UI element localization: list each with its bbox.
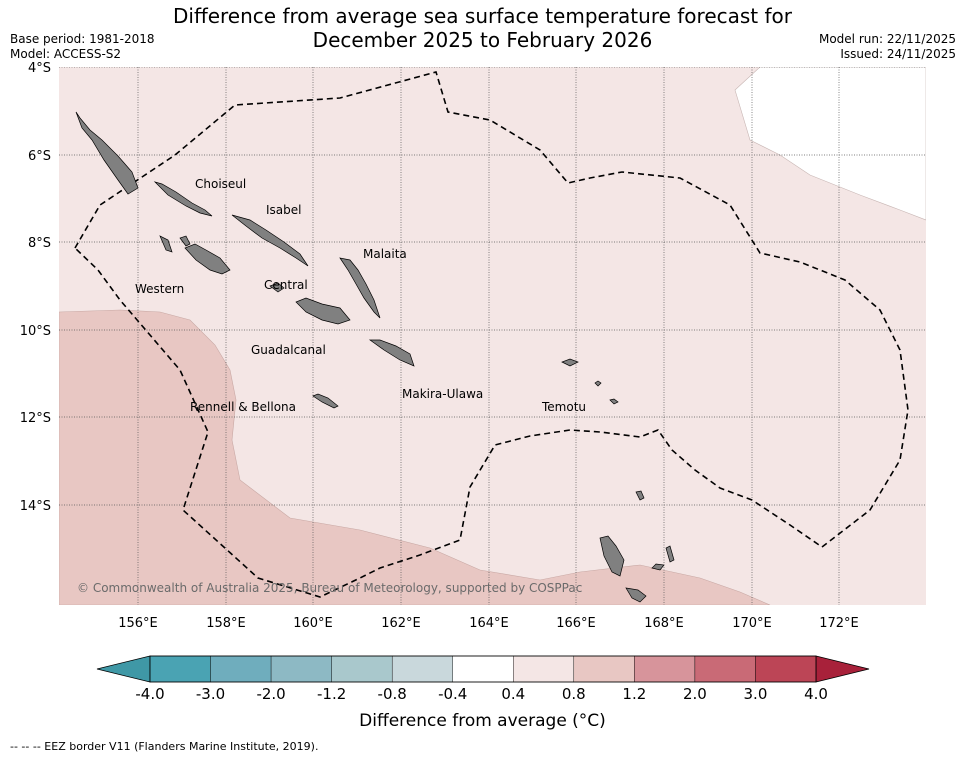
colorbar-tick-labels: -4.0 -3.0 -2.0 -1.2 -0.8 -0.4 0.4 0.8 1.2 2.0 3.0 4…	[135, 685, 828, 703]
colorbar-tick-label: 2.0	[683, 685, 707, 703]
colorbar-tick-label: -2.0	[256, 685, 285, 703]
colorbar-segment	[210, 655, 272, 683]
island-torres	[635, 490, 645, 501]
model-run: Model run: 22/11/2025	[818, 32, 956, 46]
island-kolombangara	[179, 235, 191, 247]
colorbar-segment	[634, 655, 696, 683]
colorbar-tick-label: 0.4	[501, 685, 525, 703]
island-new-georgia	[184, 243, 231, 275]
lon-label-166e: 166°E	[556, 616, 596, 631]
map-area: Choiseul Isabel Malaita Western Central …	[59, 67, 926, 605]
colorbar-segment	[270, 655, 332, 683]
lat-label-14s: 14°S	[20, 499, 51, 514]
island-pentecost	[665, 545, 675, 563]
label-choiseul: Choiseul	[195, 177, 246, 191]
lat-label-8s: 8°S	[28, 236, 51, 251]
island-guadalcanal	[295, 297, 351, 325]
island-malekula	[625, 587, 647, 603]
colorbar-segment	[391, 655, 453, 683]
meta-right: Model run: 22/11/2025 Issued: 24/11/2025	[819, 32, 956, 62]
lon-label-170e: 170°E	[732, 616, 772, 631]
colorbar-segment	[755, 655, 817, 683]
colorbar: -4.0 -3.0 -2.0 -1.2 -0.8 -0.4 0.4 0.8 1.2 2.0 3.0 4…	[96, 655, 870, 703]
title-line-1: Difference from average sea surface temp…	[172, 4, 792, 28]
lat-label-4s: 4°S	[28, 61, 51, 76]
label-isabel: Isabel	[266, 203, 301, 217]
colorbar-tick-label: 3.0	[744, 685, 768, 703]
lon-label-156e: 156°E	[118, 616, 158, 631]
map-title: Difference from average sea surface temp…	[0, 4, 965, 52]
island-utupua	[594, 380, 602, 387]
label-rennell-bellona: Rennell & Bellona	[190, 400, 296, 414]
colorbar-tick-label: 1.2	[622, 685, 646, 703]
island-makira	[368, 339, 415, 367]
label-makira-ulawa: Makira-Ulawa	[402, 387, 483, 401]
copyright-notice: © Commonwealth of Australia 2025, Bureau…	[77, 581, 582, 595]
colorbar-tick-label: 0.8	[562, 685, 586, 703]
lon-label-162e: 162°E	[381, 616, 421, 631]
colorbar-tick-label: 4.0	[804, 685, 828, 703]
island-santa-cruz	[561, 358, 579, 367]
colorbar-title: Difference from average (°C)	[359, 711, 606, 731]
colorbar-left-extension	[96, 655, 151, 683]
anomaly-region-medium	[59, 309, 771, 605]
title-line-2: December 2025 to February 2026	[312, 28, 653, 52]
island-choiseul	[153, 181, 213, 217]
colorbar-tick-label: -0.8	[378, 685, 407, 703]
base-period: Base period: 1981-2018	[10, 32, 155, 46]
lon-label-164e: 164°E	[469, 616, 509, 631]
island-rennell	[312, 393, 339, 409]
islands	[75, 111, 675, 603]
graticule	[59, 67, 926, 605]
colorbar-tick-label: -3.0	[196, 685, 225, 703]
label-central: Central	[264, 278, 308, 292]
island-maewo	[651, 563, 665, 571]
island-florida	[269, 282, 285, 293]
label-western: Western	[135, 282, 184, 296]
lat-label-12s: 12°S	[20, 411, 51, 426]
colorbar-tick-label: -4.0	[135, 685, 164, 703]
lon-label-172e: 172°E	[819, 616, 859, 631]
meta-left: Base period: 1981-2018 Model: ACCESS-S2	[10, 32, 155, 62]
colorbar-segment	[694, 655, 756, 683]
colorbar-segment	[452, 655, 514, 683]
island-vella-lavella	[159, 235, 173, 253]
island-espiritu-santo	[599, 535, 625, 577]
island-bougainville	[75, 111, 139, 195]
colorbar-segments	[149, 655, 817, 683]
colorbar-right-extension	[815, 655, 870, 683]
lat-label-10s: 10°S	[20, 324, 51, 339]
anomaly-region-neutral	[734, 67, 926, 221]
lat-label-6s: 6°S	[28, 149, 51, 164]
lon-label-158e: 158°E	[206, 616, 246, 631]
colorbar-tick-label: -1.2	[317, 685, 346, 703]
colorbar-segment	[331, 655, 393, 683]
colorbar-segment	[513, 655, 575, 683]
model-name: Model: ACCESS-S2	[10, 47, 122, 61]
colorbar-frame	[149, 655, 817, 683]
lon-label-160e: 160°E	[293, 616, 333, 631]
label-guadalcanal: Guadalcanal	[251, 343, 326, 357]
label-temotu: Temotu	[541, 400, 586, 414]
eez-border	[74, 71, 909, 598]
latitude-labels: 4°S 6°S 8°S 10°S 12°S 14°S	[20, 61, 51, 514]
island-vanikoro	[609, 398, 619, 405]
issued-date: Issued: 24/11/2025	[840, 47, 956, 61]
province-labels: Choiseul Isabel Malaita Western Central …	[135, 177, 586, 414]
lon-label-168e: 168°E	[644, 616, 684, 631]
label-malaita: Malaita	[363, 247, 407, 261]
island-isabel	[231, 214, 309, 267]
colorbar-segment	[149, 655, 211, 683]
colorbar-tick-label: -0.4	[438, 685, 467, 703]
longitude-labels: 156°E 158°E 160°E 162°E 164°E 166°E 168°…	[118, 616, 859, 631]
island-malaita	[339, 257, 381, 319]
colorbar-segment	[573, 655, 635, 683]
eez-border-note: -- -- -- EEZ border V11 (Flanders Marine…	[10, 740, 319, 753]
